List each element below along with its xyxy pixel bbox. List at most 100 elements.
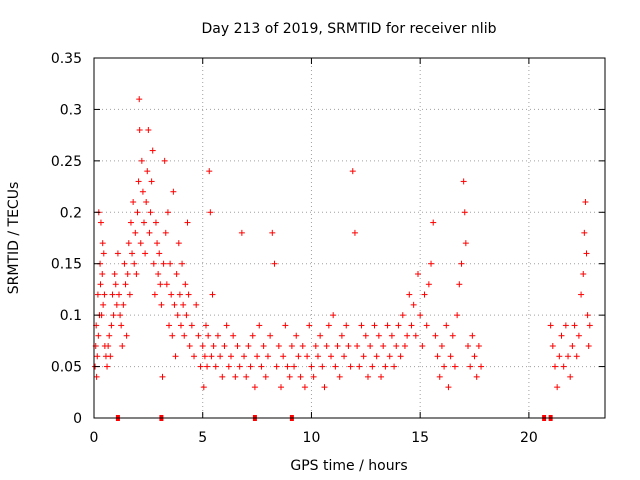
x-tick-label: 20 bbox=[520, 430, 538, 446]
data-point bbox=[139, 188, 146, 195]
data-point bbox=[547, 322, 554, 329]
data-point bbox=[95, 332, 102, 339]
data-point bbox=[380, 343, 387, 349]
data-point bbox=[412, 332, 419, 339]
chart-title: Day 213 of 2019, SRMTID for receiver nli… bbox=[202, 21, 497, 37]
data-point bbox=[475, 343, 482, 349]
data-point bbox=[278, 384, 285, 391]
data-point bbox=[142, 250, 149, 257]
data-point bbox=[417, 312, 424, 319]
data-point bbox=[395, 322, 402, 329]
x-tick-label: 10 bbox=[303, 430, 321, 446]
data-point bbox=[382, 363, 389, 370]
data-point bbox=[582, 199, 589, 205]
y-tick-label: 0.05 bbox=[51, 360, 82, 376]
data-point bbox=[168, 291, 175, 298]
data-point bbox=[170, 188, 177, 195]
data-point bbox=[338, 332, 345, 339]
data-point bbox=[560, 363, 567, 370]
data-point bbox=[99, 271, 106, 277]
data-point bbox=[306, 322, 313, 329]
data-point bbox=[132, 229, 139, 236]
data-point bbox=[443, 322, 450, 329]
data-point bbox=[469, 332, 476, 339]
data-point bbox=[121, 260, 128, 267]
data-point bbox=[219, 373, 226, 380]
data-point bbox=[193, 301, 200, 308]
data-point bbox=[210, 343, 217, 349]
data-point bbox=[425, 281, 432, 288]
data-point bbox=[575, 332, 582, 339]
data-point bbox=[206, 168, 213, 175]
y-tick-label: 0 bbox=[73, 411, 82, 427]
data-point bbox=[197, 363, 204, 370]
data-point bbox=[204, 363, 211, 370]
data-point bbox=[124, 271, 131, 277]
data-point bbox=[154, 240, 161, 247]
data-point bbox=[232, 373, 239, 380]
data-point bbox=[273, 363, 280, 370]
data-point bbox=[201, 353, 208, 360]
y-tick-label: 0.25 bbox=[51, 154, 82, 170]
data-point bbox=[110, 312, 117, 319]
data-point bbox=[386, 353, 393, 360]
data-point bbox=[549, 343, 556, 349]
data-point bbox=[562, 322, 569, 329]
data-point bbox=[97, 219, 104, 226]
data-point bbox=[432, 332, 439, 339]
data-point bbox=[225, 363, 232, 370]
data-point bbox=[393, 343, 400, 349]
data-point bbox=[214, 332, 221, 339]
data-point bbox=[421, 291, 428, 298]
data-point bbox=[122, 281, 129, 288]
data-point bbox=[297, 373, 304, 380]
data-point bbox=[207, 209, 214, 216]
data-point bbox=[113, 301, 120, 308]
data-point bbox=[174, 312, 181, 319]
data-point bbox=[166, 322, 173, 329]
data-point bbox=[310, 373, 317, 380]
data-point bbox=[465, 343, 472, 349]
y-tick-label: 0.1 bbox=[60, 308, 82, 324]
data-point bbox=[223, 322, 230, 329]
data-point bbox=[99, 240, 106, 247]
data-point bbox=[108, 322, 115, 329]
data-point bbox=[172, 353, 179, 360]
data-point bbox=[205, 332, 212, 339]
data-point bbox=[401, 343, 408, 349]
data-point bbox=[478, 363, 485, 370]
x-tick-label: 15 bbox=[411, 430, 429, 446]
data-point bbox=[94, 353, 101, 360]
data-point bbox=[97, 281, 104, 288]
data-point bbox=[317, 332, 324, 339]
data-point bbox=[208, 353, 215, 360]
data-point bbox=[245, 343, 252, 349]
data-point bbox=[312, 343, 319, 349]
data-point bbox=[173, 271, 180, 277]
data-point bbox=[462, 240, 469, 247]
data-point bbox=[106, 332, 113, 339]
data-point bbox=[209, 291, 216, 298]
data-point bbox=[171, 301, 178, 308]
y-tick-label: 0.3 bbox=[60, 102, 82, 118]
data-point bbox=[460, 178, 467, 185]
data-point bbox=[451, 363, 458, 370]
data-point bbox=[109, 291, 116, 298]
data-point bbox=[164, 209, 171, 216]
data-point bbox=[434, 353, 441, 360]
data-point bbox=[580, 271, 587, 277]
data-point bbox=[159, 373, 166, 380]
data-point bbox=[169, 332, 176, 339]
data-point bbox=[175, 240, 182, 247]
data-point bbox=[176, 291, 183, 298]
data-point bbox=[134, 209, 141, 216]
data-point bbox=[308, 363, 315, 370]
data-point bbox=[144, 168, 151, 175]
data-point bbox=[162, 229, 169, 236]
data-point bbox=[578, 291, 585, 298]
data-point bbox=[179, 260, 186, 267]
data-point bbox=[105, 343, 112, 349]
x-axis-label: GPS time / hours bbox=[290, 458, 407, 474]
